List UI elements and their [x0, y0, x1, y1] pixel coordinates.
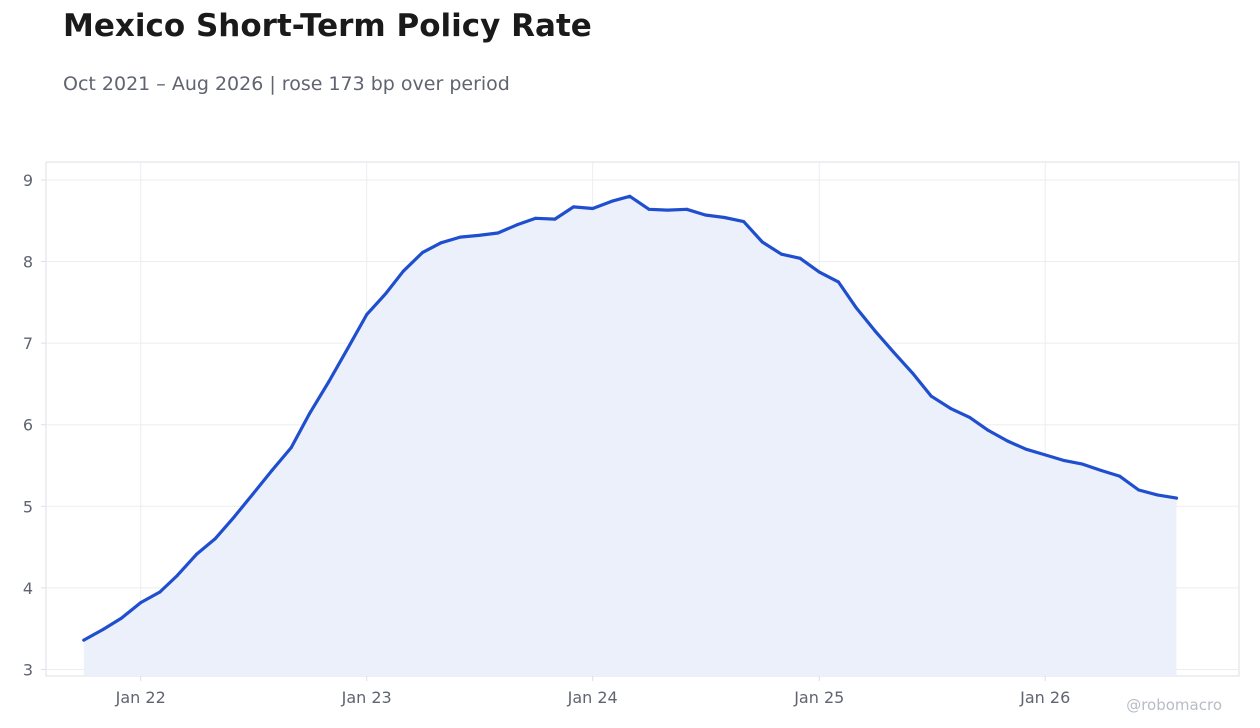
data-point — [610, 199, 614, 203]
data-point — [836, 280, 840, 284]
data-point — [911, 371, 915, 375]
data-point — [439, 241, 443, 245]
data-point — [553, 217, 557, 221]
y-tick-label: 9 — [23, 171, 33, 190]
data-point — [1043, 453, 1047, 457]
line-layer — [82, 194, 1179, 642]
data-point — [1006, 439, 1009, 443]
x-tick-label: Jan 25 — [793, 688, 844, 707]
data-point — [458, 235, 462, 239]
data-point — [666, 208, 670, 212]
data-point — [798, 256, 802, 260]
data-point — [308, 411, 312, 415]
data-point — [251, 492, 255, 496]
x-tick-label: Jan 24 — [567, 688, 618, 707]
data-point — [1137, 488, 1141, 492]
data-point — [591, 207, 595, 210]
data-point — [647, 207, 651, 211]
data-point — [82, 638, 86, 642]
data-point — [158, 590, 162, 594]
x-tick-label: Jan 26 — [1019, 688, 1070, 707]
y-axis: 3 4 5 6 7 8 9 — [23, 171, 46, 679]
data-point — [873, 329, 877, 333]
data-point — [1155, 493, 1159, 497]
watermark: @robomacro — [1126, 696, 1222, 714]
data-point — [213, 537, 217, 541]
y-tick-label: 7 — [23, 334, 33, 353]
data-point — [685, 207, 689, 211]
data-point — [628, 194, 632, 198]
area-fill — [83, 196, 1177, 677]
data-point — [986, 428, 990, 432]
data-point — [968, 415, 972, 419]
data-point — [401, 269, 405, 273]
data-point — [101, 628, 105, 631]
data-point — [194, 552, 198, 556]
x-axis: Jan 22 Jan 23 Jan 24 Jan 25 Jan 26 — [115, 676, 1070, 707]
data-point — [232, 515, 236, 519]
data-point — [703, 213, 707, 217]
data-point — [742, 220, 746, 224]
data-point — [892, 350, 895, 354]
data-point — [120, 616, 123, 620]
data-point — [477, 233, 481, 237]
data-point — [346, 347, 349, 351]
data-point — [515, 223, 519, 227]
y-tick-label: 4 — [23, 579, 33, 598]
data-point — [289, 446, 293, 450]
y-tick-label: 6 — [23, 416, 33, 435]
data-point — [496, 231, 500, 235]
data-point — [949, 406, 952, 410]
data-point — [534, 216, 538, 220]
data-point — [1080, 462, 1084, 466]
data-point — [760, 240, 764, 244]
data-point — [1175, 496, 1178, 500]
x-tick-label: Jan 22 — [115, 688, 166, 707]
data-point — [929, 394, 933, 398]
data-point — [365, 313, 369, 317]
data-point — [270, 468, 274, 472]
data-point — [420, 251, 424, 255]
data-point — [572, 205, 575, 209]
data-point — [327, 380, 331, 383]
chart-title: Mexico Short-Term Policy Rate — [63, 8, 592, 44]
y-tick-label: 5 — [23, 497, 33, 516]
data-point — [1062, 459, 1066, 463]
data-point — [723, 216, 726, 219]
area-layer — [83, 196, 1177, 677]
data-point — [1099, 468, 1103, 472]
data-point — [1024, 447, 1028, 451]
data-point — [854, 305, 858, 309]
x-tick-label: Jan 23 — [341, 688, 392, 707]
y-tick-label: 8 — [23, 253, 33, 272]
data-point — [780, 252, 783, 256]
data-point — [817, 270, 821, 274]
data-point — [1118, 474, 1121, 478]
data-point — [139, 601, 143, 605]
data-point — [175, 574, 179, 578]
y-tick-label: 3 — [23, 660, 33, 679]
chart-subtitle: Oct 2021 – Aug 2026 | rose 173 bp over p… — [63, 73, 510, 95]
data-point — [384, 291, 388, 295]
